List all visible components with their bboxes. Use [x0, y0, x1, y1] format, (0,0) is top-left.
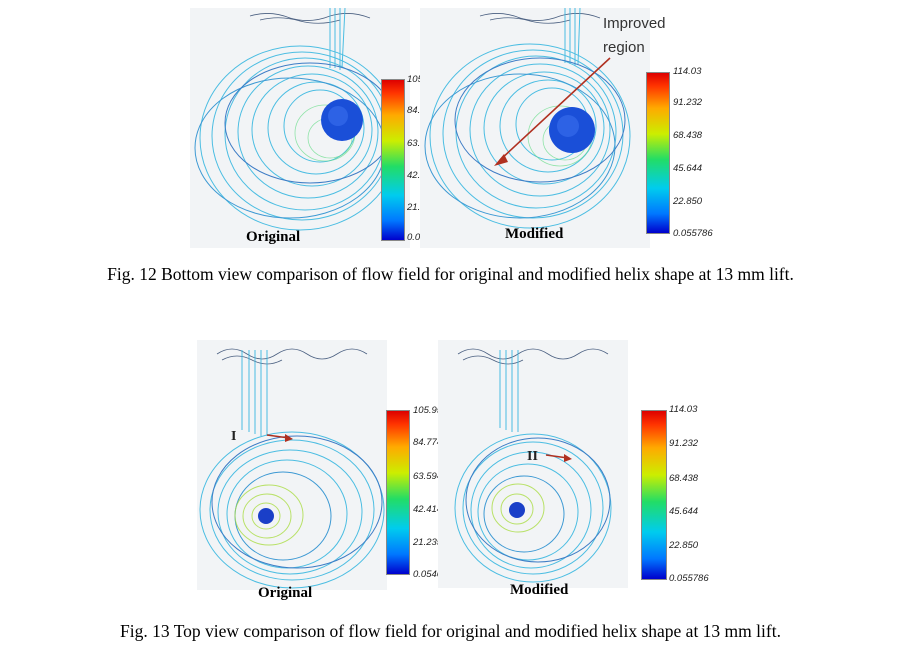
fig13-right-label: Modified — [510, 582, 569, 598]
fig13-right-legend-ticks: 114.03 91.232 68.438 45.644 22.850 0.055… — [669, 404, 729, 584]
legend-tick: 45.644 — [673, 163, 703, 174]
legend-tick: 0.055786 — [669, 573, 709, 584]
fig13-left-label: Original — [258, 585, 313, 601]
legend-tick: 22.850 — [669, 540, 699, 551]
legend-tick: 68.438 — [669, 473, 699, 484]
legend-tick: 91.232 — [673, 97, 703, 108]
legend-tick: 114.03 — [669, 404, 698, 415]
legend-tick: 63.594 — [413, 471, 443, 482]
fig12-left-flow-image — [190, 8, 410, 248]
fig12-right-flow-image — [420, 8, 650, 248]
legend-tick: 0.055786 — [673, 228, 713, 239]
improved-region-annotation: Improved region — [603, 12, 666, 60]
legend-tick: 22.850 — [673, 196, 703, 207]
fig12-right-label: Modified — [505, 226, 564, 242]
legend-tick: 105.95 — [413, 405, 443, 416]
fig13-caption: Fig. 13 Top view comparison of flow fiel… — [120, 621, 781, 641]
fig13-left-flow-image — [197, 340, 387, 590]
fig12-right-color-legend — [646, 72, 670, 234]
fig13-right-color-legend — [641, 410, 667, 580]
fig12-left-label: Original — [246, 229, 301, 245]
annotation-line: Improved — [603, 15, 666, 32]
legend-tick: 91.232 — [669, 438, 699, 449]
legend-tick: 45.644 — [669, 506, 699, 517]
fig13-left-legend-ticks: 105.95 84.774 63.594 42.414 21.235 0.054… — [413, 405, 473, 580]
fig12-caption: Fig. 12 Bottom view comparison of flow f… — [107, 264, 794, 284]
marker-i: I — [231, 429, 237, 444]
fig12-left-color-legend — [381, 79, 405, 241]
legend-tick: 68.438 — [673, 130, 703, 141]
fig13-left-color-legend — [386, 410, 410, 575]
annotation-line: region — [603, 39, 645, 56]
fig13-right-flow-image — [438, 340, 628, 588]
legend-tick: 114.03 — [673, 66, 702, 77]
legend-tick: 84.774 — [413, 437, 443, 448]
legend-tick: 21.235 — [413, 537, 443, 548]
legend-tick: 0.054625 — [413, 569, 453, 580]
marker-ii: II — [527, 449, 538, 464]
legend-tick: 42.414 — [413, 504, 443, 515]
fig12-right-legend-ticks: 114.03 91.232 68.438 45.644 22.850 0.055… — [673, 66, 733, 239]
